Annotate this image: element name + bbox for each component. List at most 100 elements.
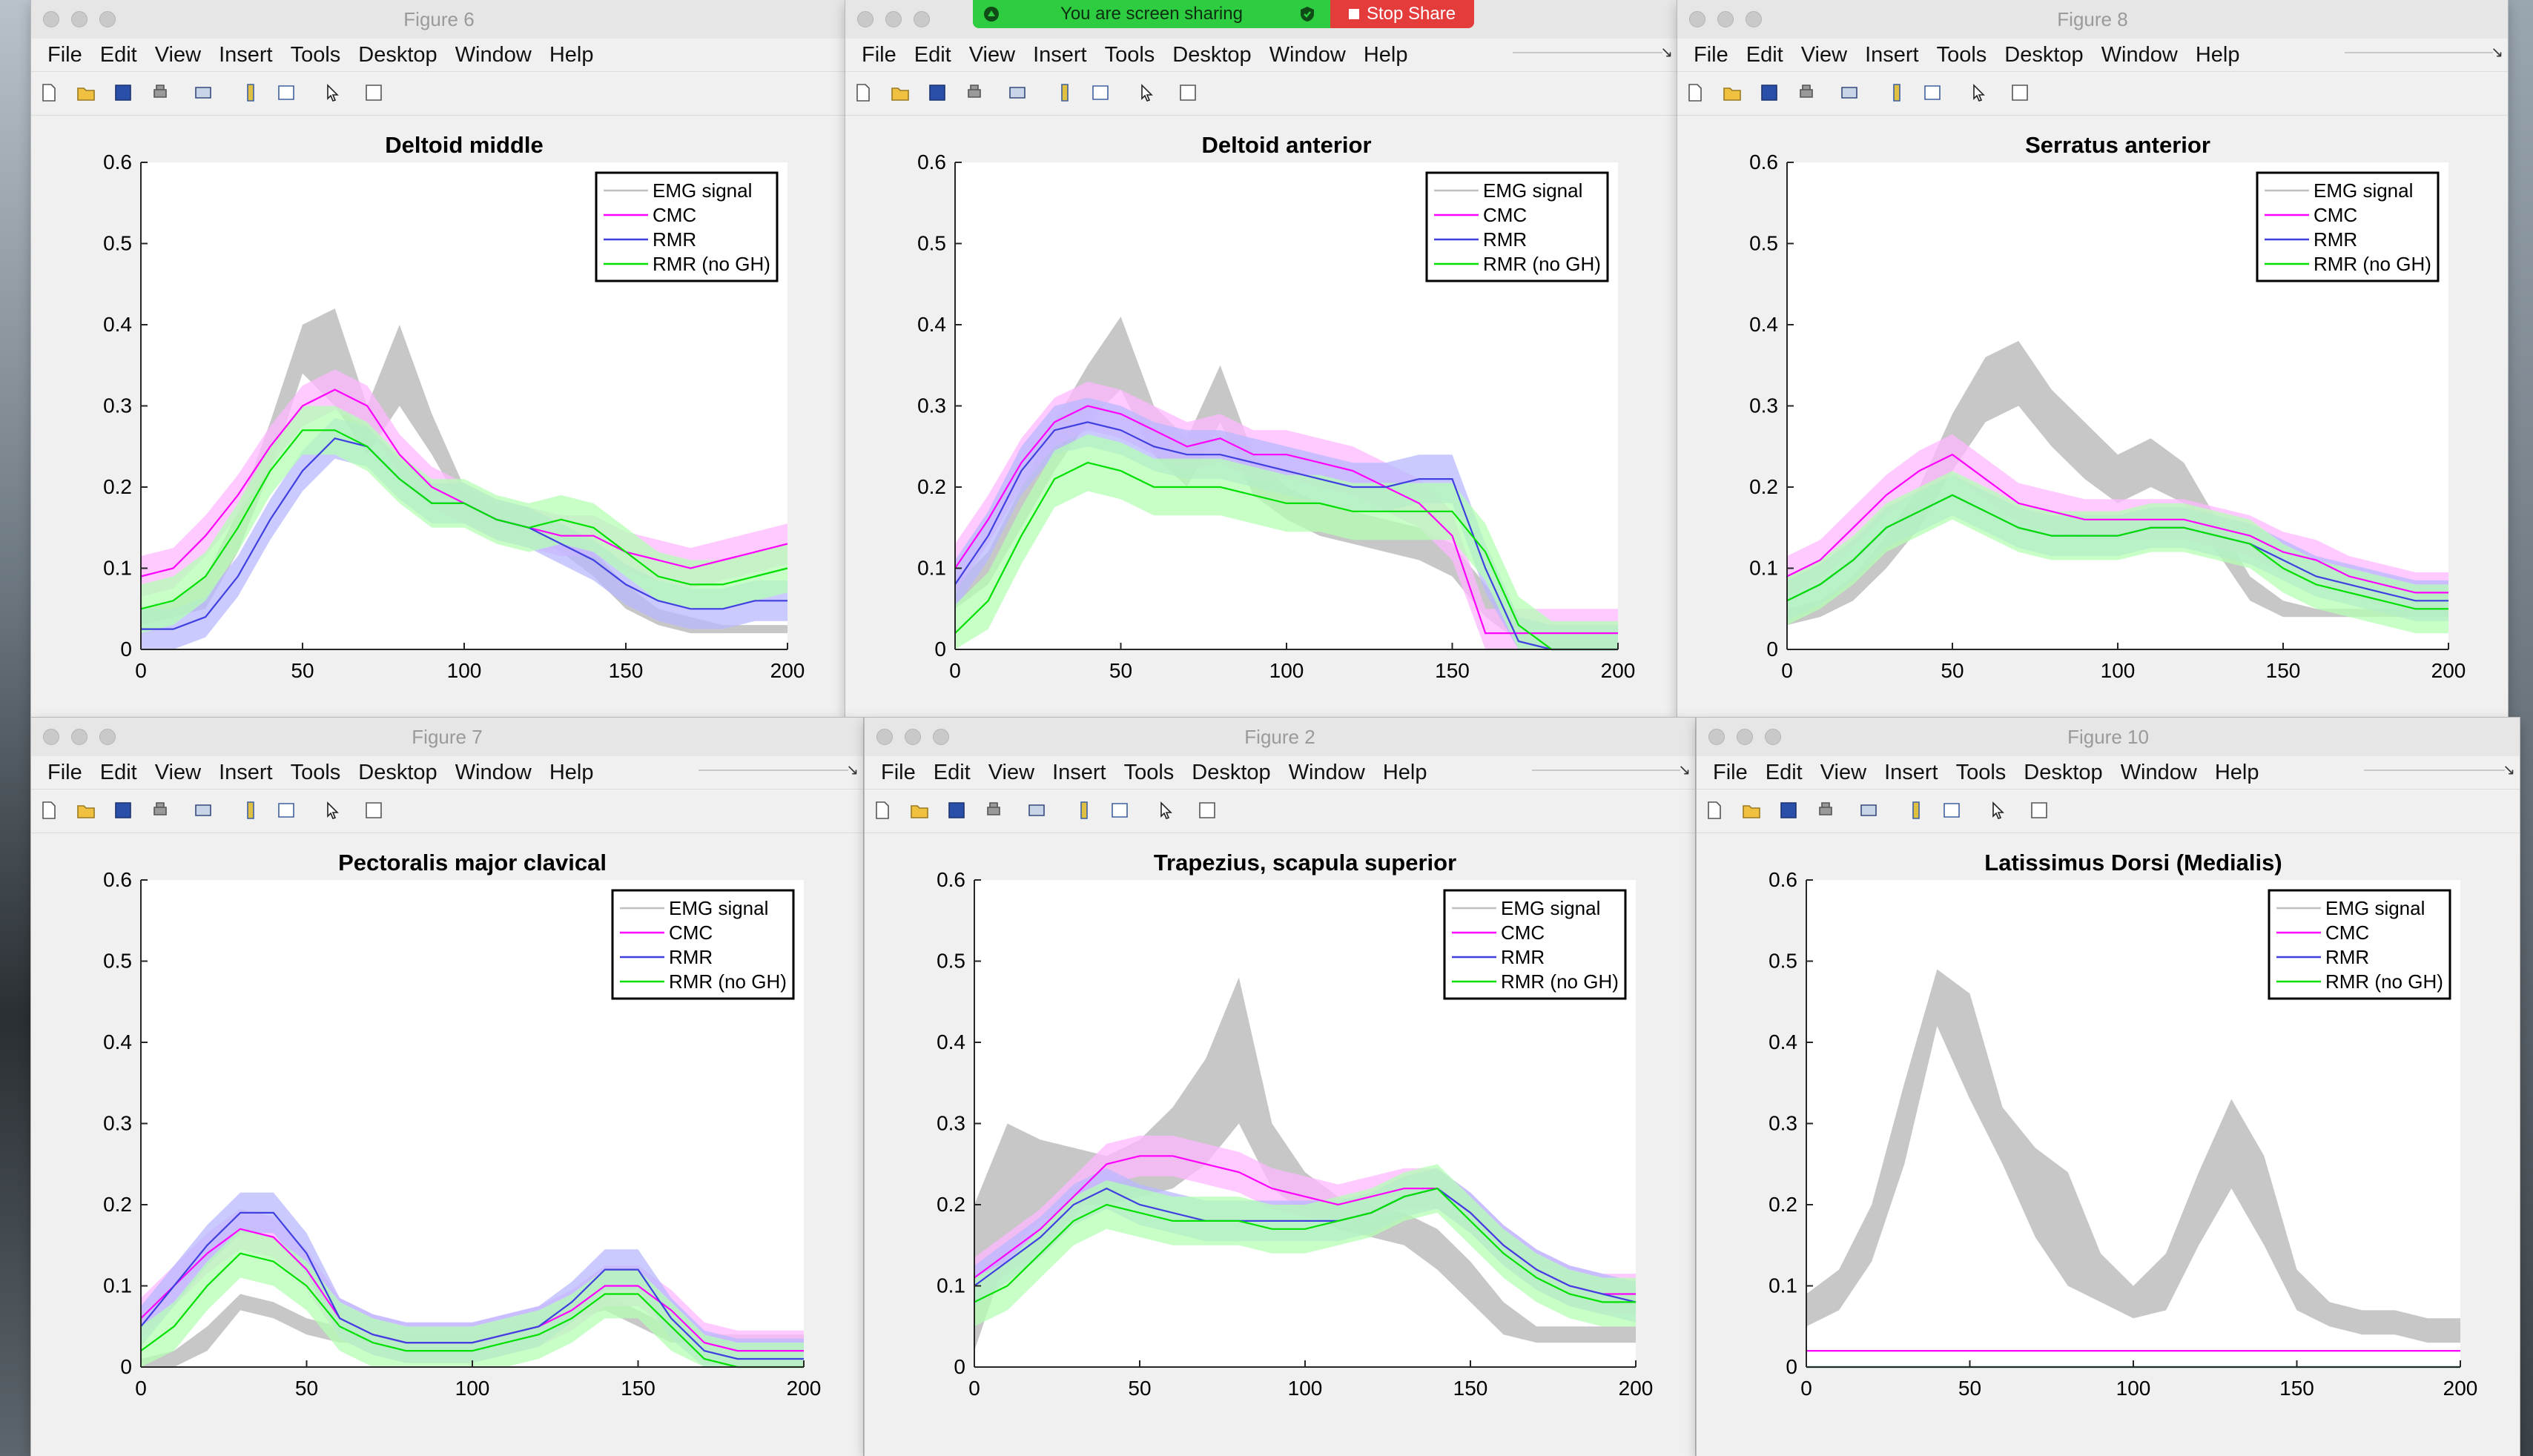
pointer-icon[interactable] [1968, 82, 1989, 103]
menu-desktop[interactable]: Desktop [2024, 761, 2103, 784]
pointer-icon[interactable] [1136, 82, 1157, 103]
menu-help[interactable]: Help [1363, 43, 1408, 67]
menu-help[interactable]: Help [2214, 761, 2259, 784]
menu-insert[interactable]: Insert [219, 43, 273, 67]
window-close-button[interactable] [857, 11, 873, 27]
window-zoom-button[interactable] [99, 729, 116, 745]
print-icon[interactable] [150, 82, 171, 103]
menu-window[interactable]: Window [2101, 43, 2178, 67]
menu-insert[interactable]: Insert [1052, 761, 1106, 784]
menu-desktop[interactable]: Desktop [1192, 761, 1271, 784]
menu-tools[interactable]: Tools [1123, 761, 1175, 784]
menu-insert[interactable]: Insert [1884, 761, 1938, 784]
link-plot-icon[interactable] [1007, 82, 1028, 103]
open-file-icon[interactable] [76, 82, 96, 103]
window-titlebar[interactable]: Figure 6 [31, 0, 847, 39]
menu-insert[interactable]: Insert [1865, 43, 1919, 67]
link-plot-icon[interactable] [1839, 82, 1860, 103]
menu-edit[interactable]: Edit [99, 43, 137, 67]
stop-share-button[interactable]: Stop Share [1330, 0, 1474, 28]
property-inspector-icon[interactable] [1197, 800, 1218, 821]
new-figure-icon[interactable] [1704, 800, 1725, 821]
new-figure-icon[interactable] [39, 800, 59, 821]
dock-arrow-icon[interactable]: ↘ [2503, 762, 2515, 778]
save-icon[interactable] [113, 800, 133, 821]
figure-window[interactable]: Figure 7 File Edit View Insert Tools Desktop Wi… [31, 718, 863, 1456]
colorbar-icon[interactable] [1906, 800, 1926, 821]
window-minimize-button[interactable] [71, 11, 87, 27]
colorbar-icon[interactable] [1074, 800, 1094, 821]
window-minimize-button[interactable] [71, 729, 87, 745]
open-file-icon[interactable] [76, 800, 96, 821]
property-inspector-icon[interactable] [2029, 800, 2050, 821]
legend-icon[interactable] [1090, 82, 1111, 103]
dock-arrow-icon[interactable]: ↘ [1660, 44, 1673, 61]
print-icon[interactable] [150, 800, 171, 821]
menu-view[interactable]: View [154, 761, 202, 784]
window-close-button[interactable] [43, 729, 59, 745]
menu-window[interactable]: Window [2120, 761, 2197, 784]
menu-tools[interactable]: Tools [1936, 43, 1987, 67]
window-close-button[interactable] [1708, 729, 1725, 745]
figure-window[interactable]: File Edit View Insert Tools Desktop Window Help… [845, 0, 1677, 718]
menu-edit[interactable]: Edit [914, 43, 951, 67]
save-icon[interactable] [927, 82, 948, 103]
window-zoom-button[interactable] [933, 729, 949, 745]
dock-arrow-icon[interactable]: ↘ [2491, 44, 2503, 61]
menu-edit[interactable]: Edit [933, 761, 971, 784]
new-figure-icon[interactable] [872, 800, 893, 821]
window-close-button[interactable] [1689, 11, 1705, 27]
window-close-button[interactable] [876, 729, 893, 745]
save-icon[interactable] [1759, 82, 1780, 103]
new-figure-icon[interactable] [1685, 82, 1705, 103]
menu-file[interactable]: File [47, 761, 82, 784]
colorbar-icon[interactable] [240, 82, 261, 103]
menu-file[interactable]: File [1694, 43, 1728, 67]
property-inspector-icon[interactable] [363, 800, 384, 821]
menu-window[interactable]: Window [1269, 43, 1346, 67]
property-inspector-icon[interactable] [2009, 82, 2030, 103]
window-zoom-button[interactable] [1746, 11, 1762, 27]
pointer-icon[interactable] [1155, 800, 1176, 821]
legend-icon[interactable] [1109, 800, 1130, 821]
window-minimize-button[interactable] [1737, 729, 1753, 745]
menu-help[interactable]: Help [1382, 761, 1427, 784]
window-close-button[interactable] [43, 11, 59, 27]
menu-file[interactable]: File [881, 761, 916, 784]
legend-icon[interactable] [276, 800, 297, 821]
menu-tools[interactable]: Tools [1955, 761, 2007, 784]
print-icon[interactable] [964, 82, 985, 103]
legend-icon[interactable] [276, 82, 297, 103]
pointer-icon[interactable] [1987, 800, 2008, 821]
menu-tools[interactable]: Tools [290, 43, 341, 67]
pointer-icon[interactable] [322, 800, 343, 821]
link-plot-icon[interactable] [1858, 800, 1879, 821]
print-icon[interactable] [983, 800, 1004, 821]
legend-icon[interactable] [1922, 82, 1943, 103]
figure-window[interactable]: Figure 10 File Edit View Insert Tools Desktop W… [1697, 718, 2520, 1456]
window-minimize-button[interactable] [905, 729, 921, 745]
colorbar-icon[interactable] [1054, 82, 1075, 103]
menu-tools[interactable]: Tools [290, 761, 341, 784]
window-zoom-button[interactable] [1765, 729, 1781, 745]
property-inspector-icon[interactable] [363, 82, 384, 103]
menu-help[interactable]: Help [549, 761, 594, 784]
menu-file[interactable]: File [47, 43, 82, 67]
dock-arrow-icon[interactable]: ↘ [846, 762, 859, 778]
menu-window[interactable]: Window [1288, 761, 1365, 784]
window-titlebar[interactable]: Figure 8 [1677, 0, 2508, 39]
dock-arrow-icon[interactable]: ↘ [1678, 762, 1691, 778]
figure-window[interactable]: Figure 8 File Edit View Insert Tools Desktop Wi… [1677, 0, 2508, 718]
open-file-icon[interactable] [1722, 82, 1743, 103]
print-icon[interactable] [1796, 82, 1817, 103]
menu-insert[interactable]: Insert [219, 761, 273, 784]
save-icon[interactable] [946, 800, 967, 821]
print-icon[interactable] [1815, 800, 1836, 821]
menu-file[interactable]: File [1713, 761, 1748, 784]
menu-view[interactable]: View [154, 43, 202, 67]
menu-desktop[interactable]: Desktop [2004, 43, 2084, 67]
new-figure-icon[interactable] [853, 82, 873, 103]
legend-icon[interactable] [1941, 800, 1962, 821]
window-titlebar[interactable]: Figure 7 [31, 718, 863, 757]
menu-edit[interactable]: Edit [99, 761, 137, 784]
